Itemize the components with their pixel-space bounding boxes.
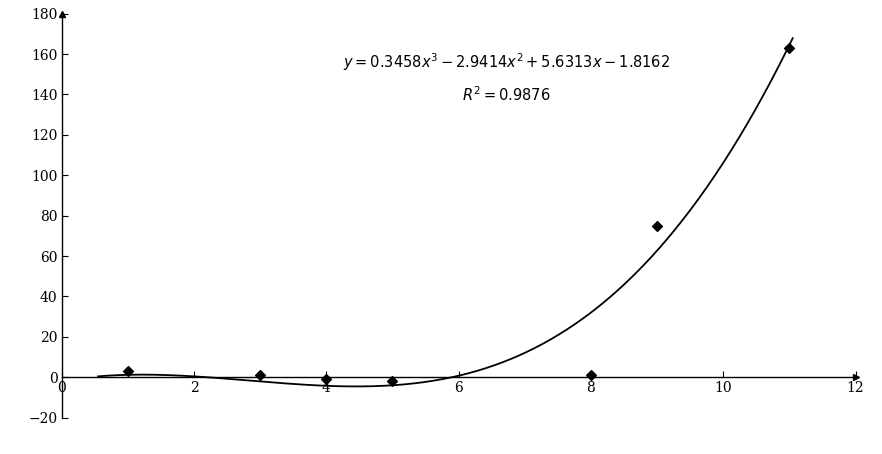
Text: $R^2 = 0.9876$: $R^2 = 0.9876$ <box>462 85 550 104</box>
Point <box>385 378 400 385</box>
Point <box>121 368 135 375</box>
Text: $y = 0.3458x^3 - 2.9414x^2 + 5.6313x - 1.8162$: $y = 0.3458x^3 - 2.9414x^2 + 5.6313x - 1… <box>343 51 669 73</box>
Point <box>782 44 796 52</box>
Point <box>319 375 333 383</box>
Point <box>584 372 598 379</box>
Point <box>650 222 664 229</box>
Point <box>253 372 267 379</box>
